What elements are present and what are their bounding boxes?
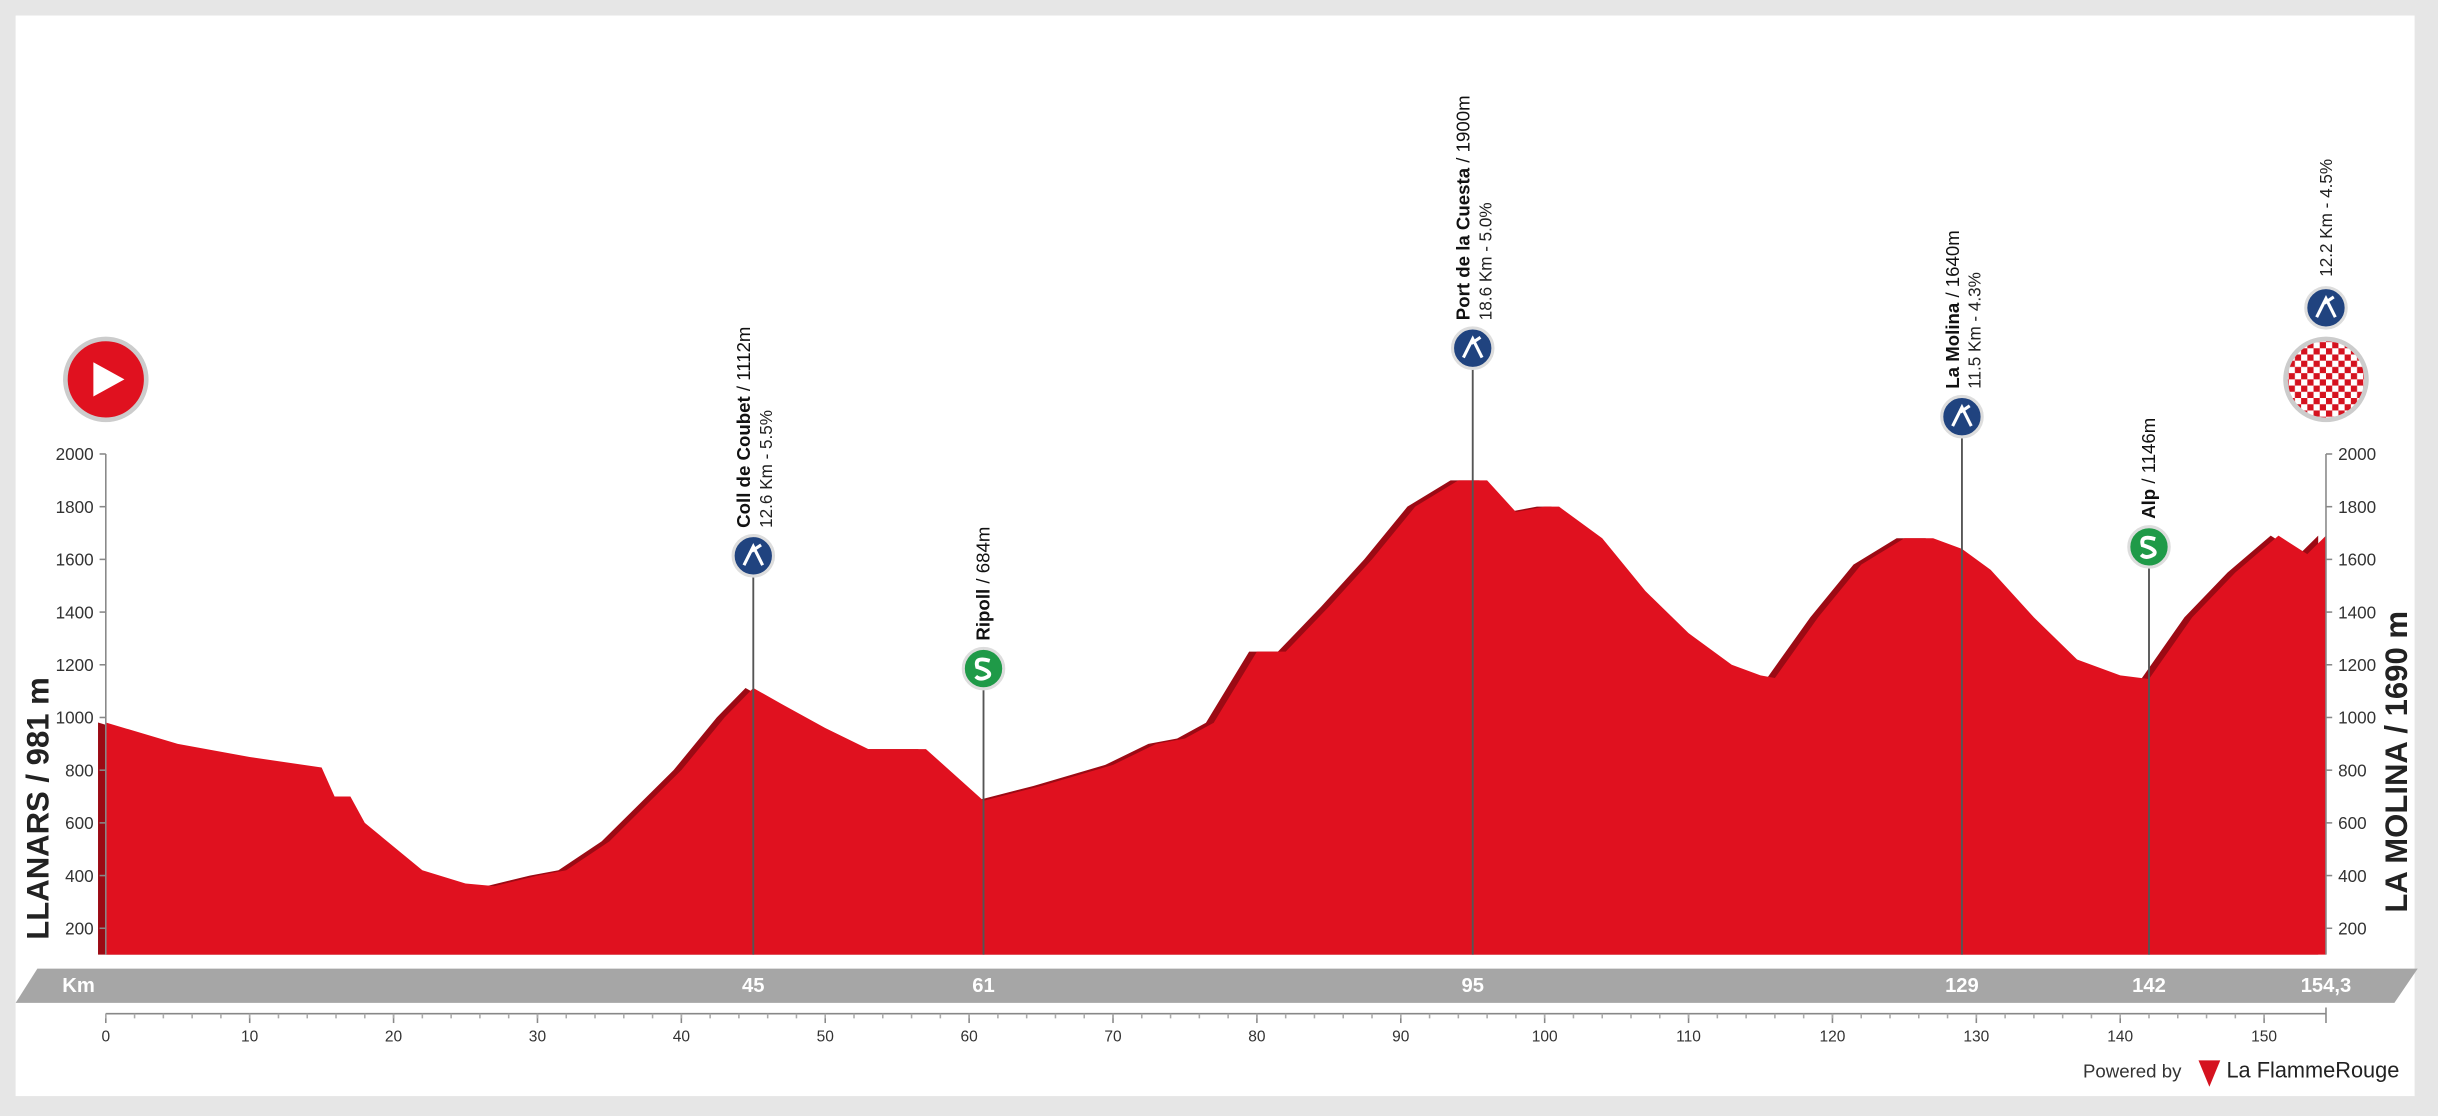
point-name: Alp — [2138, 489, 2159, 519]
km-mark: 45 — [742, 975, 764, 997]
x-tick-label: 20 — [385, 1029, 403, 1046]
point-label: Coll de Coubet / 1112m — [733, 327, 754, 528]
marker-icon — [1940, 394, 1984, 439]
point-name: Ripoll — [973, 589, 994, 641]
y-tick-label: 400 — [2338, 867, 2367, 886]
y-tick-label: 200 — [2338, 919, 2367, 938]
point-elevation: / 1640m — [1942, 230, 1963, 297]
y-tick-label: 1800 — [56, 498, 94, 517]
y-tick-label: 1200 — [2338, 656, 2376, 675]
point-detail: 11.5 Km - 4.3% — [1966, 272, 1985, 389]
km-mark: 95 — [1461, 975, 1483, 997]
y-tick-label: 600 — [2338, 814, 2367, 833]
climb-glyph — [1462, 335, 1484, 359]
x-tick-label: 80 — [1248, 1029, 1266, 1046]
x-tick-label: 10 — [241, 1029, 259, 1046]
y-tick-label: 2000 — [2338, 445, 2376, 464]
brand: La FlammeRouge — [2226, 1057, 2399, 1082]
finish-icon — [2283, 336, 2369, 423]
y-tick-label: 200 — [65, 919, 94, 938]
marker-icon — [1450, 326, 1495, 370]
start-label: LLANARS / 981 m — [20, 677, 55, 940]
x-tick-label: 40 — [673, 1029, 691, 1046]
sprint-glyph — [974, 657, 992, 681]
x-tick-label: 50 — [817, 1029, 835, 1046]
point-name: Coll de Coubet — [733, 396, 754, 528]
y-tick-label: 1400 — [2338, 603, 2376, 622]
start-arrow — [93, 362, 125, 397]
y-tick-label: 1000 — [2338, 709, 2376, 728]
km-mark: 61 — [972, 975, 994, 997]
y-tick-label: 2000 — [56, 445, 94, 464]
point-elevation: / 1900m — [1453, 95, 1474, 162]
point-elevation: / 684m — [973, 527, 994, 584]
climb-icon — [731, 534, 776, 578]
y-tick-label: 800 — [2338, 761, 2367, 780]
y-tick-label: 1600 — [2338, 551, 2376, 570]
x-tick-label: 70 — [1104, 1029, 1122, 1046]
x-label: Km — [62, 975, 95, 997]
climb-glyph — [742, 543, 765, 566]
y-tick-label: 1000 — [56, 709, 94, 728]
point-detail: 12.2 Km - 4.5% — [2317, 159, 2336, 277]
finish-label: LA MOLINA / 1690 m — [2379, 611, 2414, 913]
point-label: Alp / 1146m — [2138, 418, 2159, 519]
y-tick-label: 1400 — [56, 603, 94, 622]
marker-icon — [961, 646, 1006, 691]
y-tick-label: 400 — [65, 867, 94, 886]
point-name: Port de la Cuesta — [1453, 167, 1474, 320]
powered-by: Powered by — [2083, 1060, 2182, 1081]
x-tick-label: 100 — [1532, 1029, 1558, 1046]
km-mark: 142 — [2132, 975, 2166, 997]
climb-glyph — [1951, 403, 1973, 427]
y-tick-label: 1200 — [56, 656, 94, 675]
marker-icon — [2304, 286, 2348, 330]
x-tick-label: 110 — [1676, 1029, 1701, 1046]
marker-icon — [63, 336, 149, 423]
marker-icon — [2127, 525, 2171, 569]
km-band — [15, 968, 2418, 1003]
climb-icon — [1450, 326, 1495, 370]
x-tick-label: 90 — [1392, 1029, 1410, 1046]
y-tick-label: 600 — [65, 814, 94, 833]
elevation-area — [105, 480, 2326, 955]
x-tick-label: 130 — [1963, 1029, 1989, 1046]
marker-icon — [731, 534, 776, 578]
point-elevation: / 1112m — [733, 327, 754, 392]
km-mark: 154,3 — [2301, 975, 2352, 997]
logo — [2198, 1060, 2221, 1087]
km-mark: 129 — [1945, 975, 1979, 997]
point-detail: 18.6 Km - 5.0% — [1476, 202, 1495, 320]
marker-icon — [2283, 336, 2369, 423]
y-tick-label: 1600 — [56, 551, 94, 570]
point-label: Ripoll / 684m — [973, 527, 994, 641]
point-label: La Molina / 1640m — [1942, 230, 1963, 389]
point-detail: 12.6 Km - 5.5% — [757, 410, 776, 528]
point-elevation: / 1146m — [2138, 418, 2159, 484]
y-tick-label: 1800 — [2338, 498, 2376, 517]
x-tick-label: 120 — [1819, 1029, 1845, 1046]
climb-glyph — [2315, 295, 2337, 318]
climb-icon — [2304, 286, 2348, 330]
x-tick-label: 0 — [101, 1029, 110, 1046]
x-tick-label: 60 — [960, 1029, 978, 1046]
point-label: Port de la Cuesta / 1900m — [1453, 95, 1474, 320]
x-tick-label: 150 — [2251, 1029, 2277, 1046]
point-name: La Molina — [1942, 302, 1963, 389]
x-tick-label: 30 — [529, 1029, 547, 1046]
sprint-glyph — [2139, 535, 2157, 559]
x-tick-label: 140 — [2107, 1029, 2133, 1046]
climb-icon — [1940, 394, 1984, 439]
y-tick-label: 800 — [65, 761, 94, 780]
